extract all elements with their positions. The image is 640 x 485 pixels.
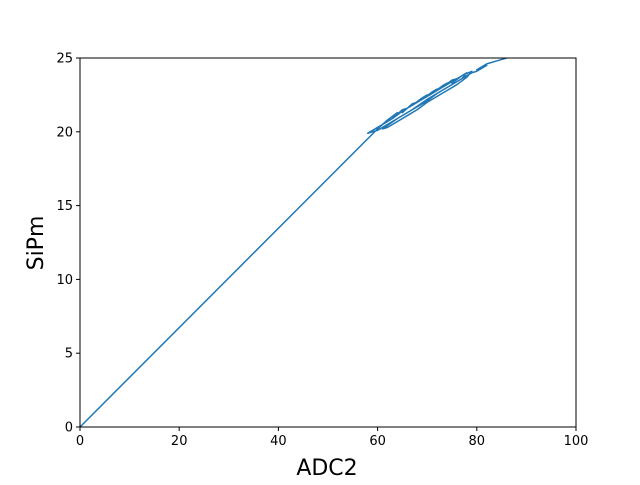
y-tick-label: 10 [56, 273, 73, 288]
y-tick-label: 5 [65, 347, 73, 362]
x-tick-label: 0 [76, 434, 84, 449]
series-layer [80, 58, 509, 427]
x-tick-label: 20 [171, 434, 188, 449]
plot-frame [79, 57, 577, 428]
y-tick-label: 20 [56, 125, 73, 140]
y-tick-label: 15 [56, 199, 73, 214]
y-axis-label: SiPm [24, 216, 49, 271]
y-tick-label: 25 [56, 52, 73, 67]
x-tick-label: 80 [469, 434, 486, 449]
x-axis: 0 20 40 60 80 100 [76, 427, 589, 449]
y-axis: 0 5 10 15 20 25 [56, 52, 80, 436]
x-tick-label: 100 [564, 434, 589, 449]
y-tick-label: 0 [65, 421, 73, 436]
x-axis-label: ADC2 [296, 456, 357, 480]
x-tick-label: 40 [270, 434, 287, 449]
x-tick-label: 60 [369, 434, 386, 449]
series-line [80, 58, 509, 427]
